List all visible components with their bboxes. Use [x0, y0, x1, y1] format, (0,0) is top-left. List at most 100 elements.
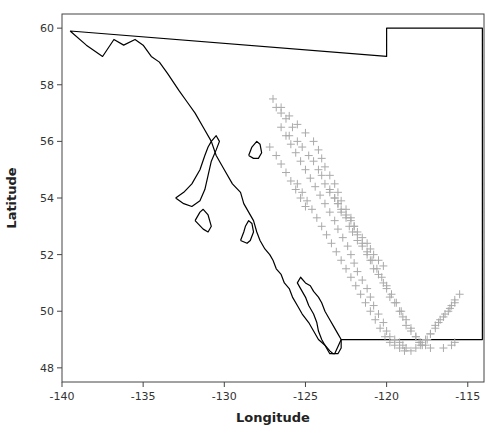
site-marker	[376, 324, 384, 332]
site-marker	[426, 330, 434, 338]
site-marker	[397, 307, 405, 315]
site-marker	[347, 273, 355, 281]
y-tick	[57, 141, 62, 142]
site-marker	[282, 169, 290, 177]
site-marker	[342, 211, 350, 219]
y-tick	[57, 84, 62, 85]
x-axis-label: Longitude	[236, 410, 310, 425]
site-marker	[366, 293, 374, 301]
site-marker	[350, 259, 358, 267]
site-marker	[297, 157, 305, 165]
site-marker	[337, 256, 345, 264]
site-marker	[287, 140, 295, 148]
site-marker	[331, 180, 339, 188]
y-tick-label: 52	[40, 249, 54, 262]
site-marker	[431, 321, 439, 329]
x-tick-label: -120	[374, 390, 399, 403]
site-marker	[378, 273, 386, 281]
x-tick	[224, 382, 225, 387]
site-marker	[352, 282, 360, 290]
y-tick	[57, 198, 62, 199]
x-tick-label: -125	[293, 390, 318, 403]
site-marker	[326, 208, 334, 216]
chart: -140-135-130-125-120-11548505254565860Lo…	[0, 0, 500, 434]
site-marker	[327, 239, 335, 247]
x-tick	[62, 382, 63, 387]
outline	[176, 136, 220, 207]
site-marker	[331, 217, 339, 225]
x-tick-label: -135	[131, 390, 156, 403]
outline	[241, 221, 254, 244]
site-marker	[344, 242, 352, 250]
site-marker	[400, 347, 408, 355]
site-marker	[362, 299, 370, 307]
site-marker	[321, 180, 329, 188]
site-marker	[318, 154, 326, 162]
site-marker	[412, 333, 420, 341]
site-marker	[357, 290, 365, 298]
site-marker	[287, 177, 295, 185]
site-marker	[436, 316, 444, 324]
site-marker	[326, 188, 334, 196]
y-tick	[57, 311, 62, 312]
site-marker	[407, 324, 415, 332]
site-marker	[314, 146, 322, 154]
site-marker	[277, 123, 285, 131]
x-tick-label: -115	[455, 390, 480, 403]
site-marker	[371, 316, 379, 324]
y-tick-label: 48	[40, 362, 54, 375]
site-marker	[353, 228, 361, 236]
y-tick	[57, 367, 62, 368]
site-marker	[282, 132, 290, 140]
outline	[195, 209, 211, 232]
x-tick	[386, 382, 387, 387]
site-marker	[379, 262, 387, 270]
site-marker	[292, 149, 300, 157]
y-tick-label: 54	[40, 192, 54, 205]
site-marker	[334, 225, 342, 233]
site-marker	[366, 307, 374, 315]
y-axis-label: Latitude	[4, 167, 19, 229]
site-marker	[293, 120, 301, 128]
site-marker	[292, 186, 300, 194]
site-marker	[337, 205, 345, 213]
outline	[70, 28, 482, 354]
site-marker	[332, 248, 340, 256]
site-marker	[387, 290, 395, 298]
site-marker	[446, 304, 454, 312]
site-marker	[321, 163, 329, 171]
axes: -140-135-130-125-120-11548505254565860	[40, 22, 480, 403]
site-marker	[272, 152, 280, 160]
site-marker	[439, 344, 447, 352]
x-tick	[467, 382, 468, 387]
site-marker	[313, 214, 321, 222]
plot-area	[62, 14, 484, 382]
y-tick-label: 50	[40, 305, 54, 318]
x-tick-label: -140	[50, 390, 75, 403]
site-marker	[456, 290, 464, 298]
y-tick	[57, 28, 62, 29]
site-marker	[353, 268, 361, 276]
site-marker	[277, 103, 285, 111]
x-tick	[305, 382, 306, 387]
site-marker	[323, 231, 331, 239]
site-marker	[326, 171, 334, 179]
site-marker	[375, 256, 383, 264]
site-marker	[426, 344, 434, 352]
site-marker	[301, 129, 309, 137]
site-marker	[358, 234, 366, 242]
site-marker	[370, 251, 378, 259]
site-marker	[392, 299, 400, 307]
site-marker	[310, 157, 318, 165]
x-tick-label: -130	[212, 390, 237, 403]
y-tick	[57, 254, 62, 255]
site-marker	[451, 338, 459, 346]
site-marker	[381, 333, 389, 341]
site-marker	[347, 251, 355, 259]
y-tick-label: 60	[40, 22, 54, 35]
site-marker	[316, 191, 324, 199]
site-marker	[285, 112, 293, 120]
y-tick-label: 58	[40, 79, 54, 92]
site-marker	[277, 160, 285, 168]
site-marker	[298, 143, 306, 151]
